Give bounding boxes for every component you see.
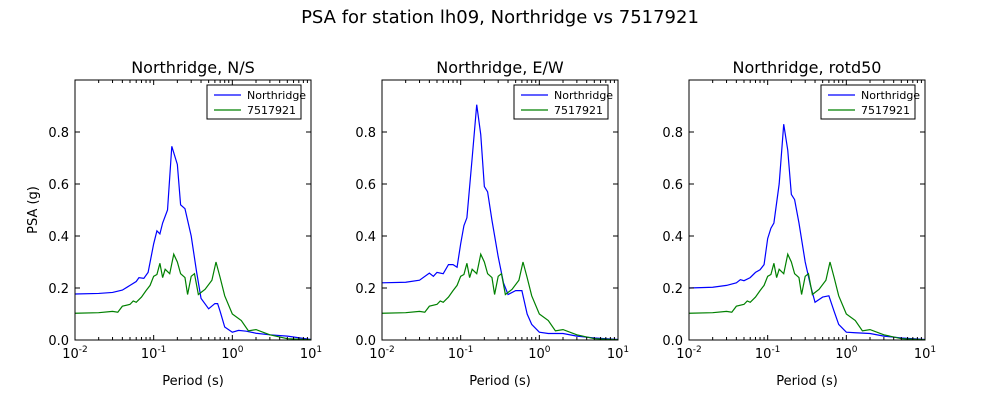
y-tick-label: 0.0 — [662, 334, 683, 349]
series-line-northridge — [689, 124, 925, 340]
legend: Northridge 7517921 — [513, 84, 613, 120]
panel-title: Northridge, N/S — [131, 58, 255, 77]
x-tick-label: 100 — [221, 345, 244, 362]
plot-frame — [381, 79, 619, 341]
x-tick-label: 100 — [528, 345, 551, 362]
x-axis-label: Period (s) — [162, 374, 224, 389]
legend: Northridge 7517921 — [206, 84, 306, 120]
legend-label: Northridge — [247, 89, 306, 102]
y-tick-label: 0.4 — [355, 230, 376, 245]
series-line-7517921 — [689, 252, 925, 340]
legend-label: 7517921 — [861, 104, 910, 117]
panels: 0.0 0.2 0.4 0.6 0.8 10-2 10-1 100 101 Northridge,… — [26, 58, 936, 389]
x-tick-label: 10-2 — [676, 345, 702, 362]
plot-frame — [688, 79, 926, 341]
y-tick-label: 0.6 — [48, 178, 69, 193]
x-axis-label: Period (s) — [776, 374, 838, 389]
legend-box — [206, 84, 302, 120]
plot-frame — [74, 79, 312, 341]
y-tick-label: 0.2 — [355, 282, 376, 297]
y-tick-label: 0.0 — [48, 334, 69, 349]
x-tick-label: 10-1 — [141, 345, 167, 362]
chart-panel: 0.0 0.2 0.4 0.6 0.8 10-2 10-1 100 101 Northridge,… — [662, 58, 936, 389]
y-tick-label: 0.2 — [48, 282, 69, 297]
chart-panel: 0.0 0.2 0.4 0.6 0.8 10-2 10-1 100 101 Northridge,… — [355, 58, 629, 389]
x-tick-label: 101 — [300, 345, 322, 362]
x-tick-label: 10-1 — [448, 345, 474, 362]
legend-label: 7517921 — [247, 104, 296, 117]
x-tick-label: 101 — [607, 345, 629, 362]
x-tick-label: 101 — [914, 345, 936, 362]
x-tick-label: 10-2 — [62, 345, 88, 362]
y-tick-label: 0.8 — [48, 126, 69, 141]
legend-label: Northridge — [554, 89, 613, 102]
series-line-northridge — [382, 104, 618, 340]
legend: Northridge 7517921 — [820, 84, 920, 120]
legend-label: Northridge — [861, 89, 920, 102]
y-tick-label: 0.4 — [662, 230, 683, 245]
y-tick-label: 0.8 — [355, 126, 376, 141]
series-line-7517921 — [382, 252, 618, 340]
x-tick-label: 100 — [835, 345, 858, 362]
figure-title: PSA for station lh09, Northridge vs 7517… — [301, 7, 699, 28]
series-group — [75, 146, 311, 340]
x-axis-label: Period (s) — [469, 374, 531, 389]
y-tick-label: 0.6 — [662, 178, 683, 193]
y-tick-label: 0.6 — [355, 178, 376, 193]
y-tick-label: 0.0 — [355, 334, 376, 349]
x-tick-label: 10-2 — [369, 345, 395, 362]
y-tick-label: 0.8 — [662, 126, 683, 141]
chart-panel: 0.0 0.2 0.4 0.6 0.8 10-2 10-1 100 101 Northridge,… — [26, 58, 322, 389]
y-axis-label: PSA (g) — [26, 186, 41, 234]
series-line-7517921 — [75, 252, 311, 340]
x-tick-label: 10-1 — [755, 345, 781, 362]
y-tick-label: 0.2 — [662, 282, 683, 297]
legend-box — [513, 84, 609, 120]
series-group — [382, 104, 618, 340]
legend-label: 7517921 — [554, 104, 603, 117]
series-group — [689, 124, 925, 340]
panel-title: Northridge, rotd50 — [733, 58, 882, 77]
y-tick-label: 0.4 — [48, 230, 69, 245]
series-line-northridge — [75, 146, 311, 340]
panel-title: Northridge, E/W — [436, 58, 564, 77]
legend-box — [820, 84, 916, 120]
